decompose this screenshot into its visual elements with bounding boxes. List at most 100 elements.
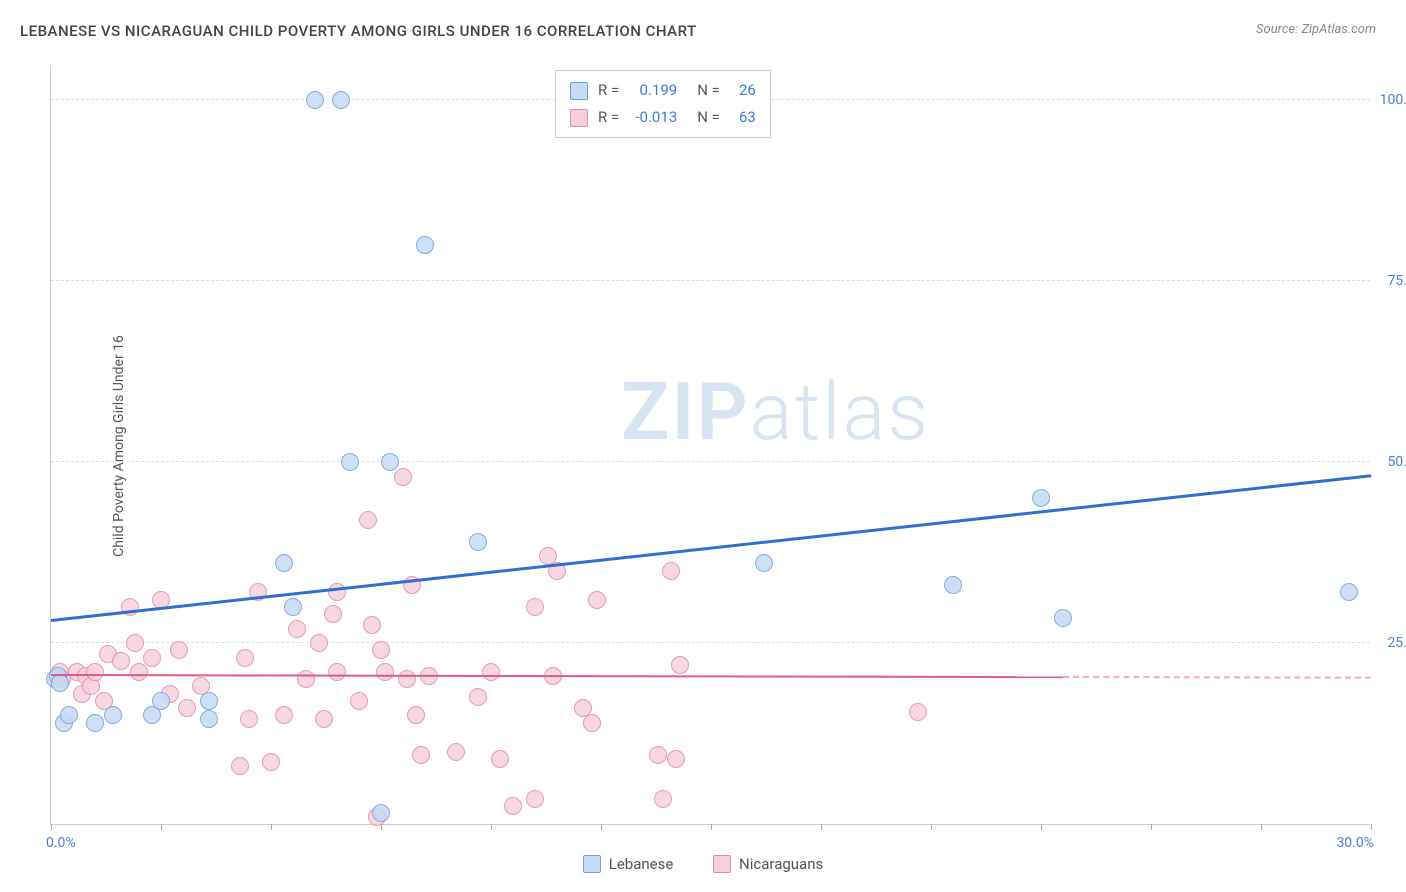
data-point <box>381 453 399 471</box>
data-point <box>86 714 104 732</box>
stats-r-value: 0.199 <box>629 77 677 104</box>
data-point <box>909 703 927 721</box>
gridline <box>51 642 1370 643</box>
stats-legend-box: R = 0.199 N = 26R = -0.013 N = 63 <box>555 70 771 138</box>
x-tick <box>271 824 272 830</box>
legend-swatch-lebanese <box>583 855 601 873</box>
data-point <box>662 562 680 580</box>
data-point <box>649 746 667 764</box>
x-tick <box>491 824 492 830</box>
data-point <box>667 750 685 768</box>
source-prefix: Source: <box>1256 22 1301 37</box>
data-point <box>275 554 293 572</box>
legend-item-nicaraguans: Nicaraguans <box>713 855 823 873</box>
data-point <box>288 620 306 638</box>
stats-r-value: -0.013 <box>629 104 677 131</box>
data-point <box>152 692 170 710</box>
data-point <box>394 468 412 486</box>
stats-row: R =0.199N =26 <box>570 77 756 104</box>
y-tick-label: 50.0% <box>1387 454 1406 470</box>
data-point <box>143 649 161 667</box>
data-point <box>588 591 606 609</box>
chart-title: LEBANESE VS NICARAGUAN CHILD POVERTY AMO… <box>20 22 697 40</box>
data-point <box>284 598 302 616</box>
data-point <box>526 790 544 808</box>
data-point <box>363 616 381 634</box>
data-point <box>236 649 254 667</box>
bottom-legend: Lebanese Nicaraguans <box>0 855 1406 877</box>
data-point <box>350 692 368 710</box>
data-point <box>306 91 324 109</box>
data-point <box>240 710 258 728</box>
data-point <box>671 656 689 674</box>
data-point <box>297 670 315 688</box>
stats-row: R = -0.013 N = 63 <box>570 104 756 131</box>
data-point <box>275 706 293 724</box>
data-point <box>482 663 500 681</box>
source-attribution: Source: ZipAtlas.com <box>1256 22 1376 37</box>
data-point <box>407 706 425 724</box>
data-point <box>51 674 69 692</box>
x-min-label: 0.0% <box>46 835 76 851</box>
data-point <box>200 692 218 710</box>
data-point <box>315 710 333 728</box>
data-point <box>416 236 434 254</box>
x-tick <box>601 824 602 830</box>
data-point <box>376 663 394 681</box>
y-tick-label: 25.0% <box>1387 635 1406 651</box>
data-point <box>130 663 148 681</box>
data-point <box>170 641 188 659</box>
legend-item-lebanese: Lebanese <box>583 855 674 873</box>
legend-label-lebanese: Lebanese <box>609 855 674 873</box>
watermark-text-a: ZIP <box>621 365 750 459</box>
source-link[interactable]: ZipAtlas.com <box>1301 22 1376 37</box>
x-tick <box>1371 824 1372 830</box>
data-point <box>359 511 377 529</box>
data-point <box>412 746 430 764</box>
x-tick <box>1261 824 1262 830</box>
gridline <box>51 280 1370 281</box>
data-point <box>262 753 280 771</box>
data-point <box>654 790 672 808</box>
data-point <box>178 699 196 717</box>
data-point <box>526 598 544 616</box>
stats-n-label: N = <box>697 104 720 131</box>
data-point <box>469 688 487 706</box>
stats-swatch <box>570 82 588 100</box>
data-point <box>104 706 122 724</box>
stats-n-value: 63 <box>730 104 756 131</box>
trend-line-extrapolated <box>1063 676 1371 679</box>
stats-n-label: N = <box>697 77 720 104</box>
data-point <box>200 710 218 728</box>
data-point <box>332 91 350 109</box>
data-point <box>944 576 962 594</box>
data-point <box>231 757 249 775</box>
legend-swatch-nicaraguans <box>713 855 731 873</box>
data-point <box>504 797 522 815</box>
x-tick <box>821 824 822 830</box>
data-point <box>372 804 390 822</box>
x-tick <box>51 824 52 830</box>
x-max-label: 30.0% <box>1336 835 1374 851</box>
x-tick <box>1151 824 1152 830</box>
data-point <box>491 750 509 768</box>
data-point <box>755 554 773 572</box>
trend-line <box>51 474 1371 621</box>
x-axis-labels: 0.0% 30.0% <box>50 835 1370 855</box>
data-point <box>324 605 342 623</box>
data-point <box>1032 489 1050 507</box>
watermark: ZIPatlas <box>621 365 930 459</box>
data-point <box>126 634 144 652</box>
stats-swatch <box>570 109 588 127</box>
data-point <box>398 670 416 688</box>
y-tick-label: 100.0% <box>1380 92 1406 108</box>
gridline <box>51 461 1370 462</box>
stats-n-value: 26 <box>730 77 756 104</box>
data-point <box>60 706 78 724</box>
data-point <box>86 663 104 681</box>
stats-r-label: R = <box>598 104 619 131</box>
x-tick <box>161 824 162 830</box>
data-point <box>1340 583 1358 601</box>
y-tick-label: 75.0% <box>1387 273 1406 289</box>
data-point <box>447 743 465 761</box>
